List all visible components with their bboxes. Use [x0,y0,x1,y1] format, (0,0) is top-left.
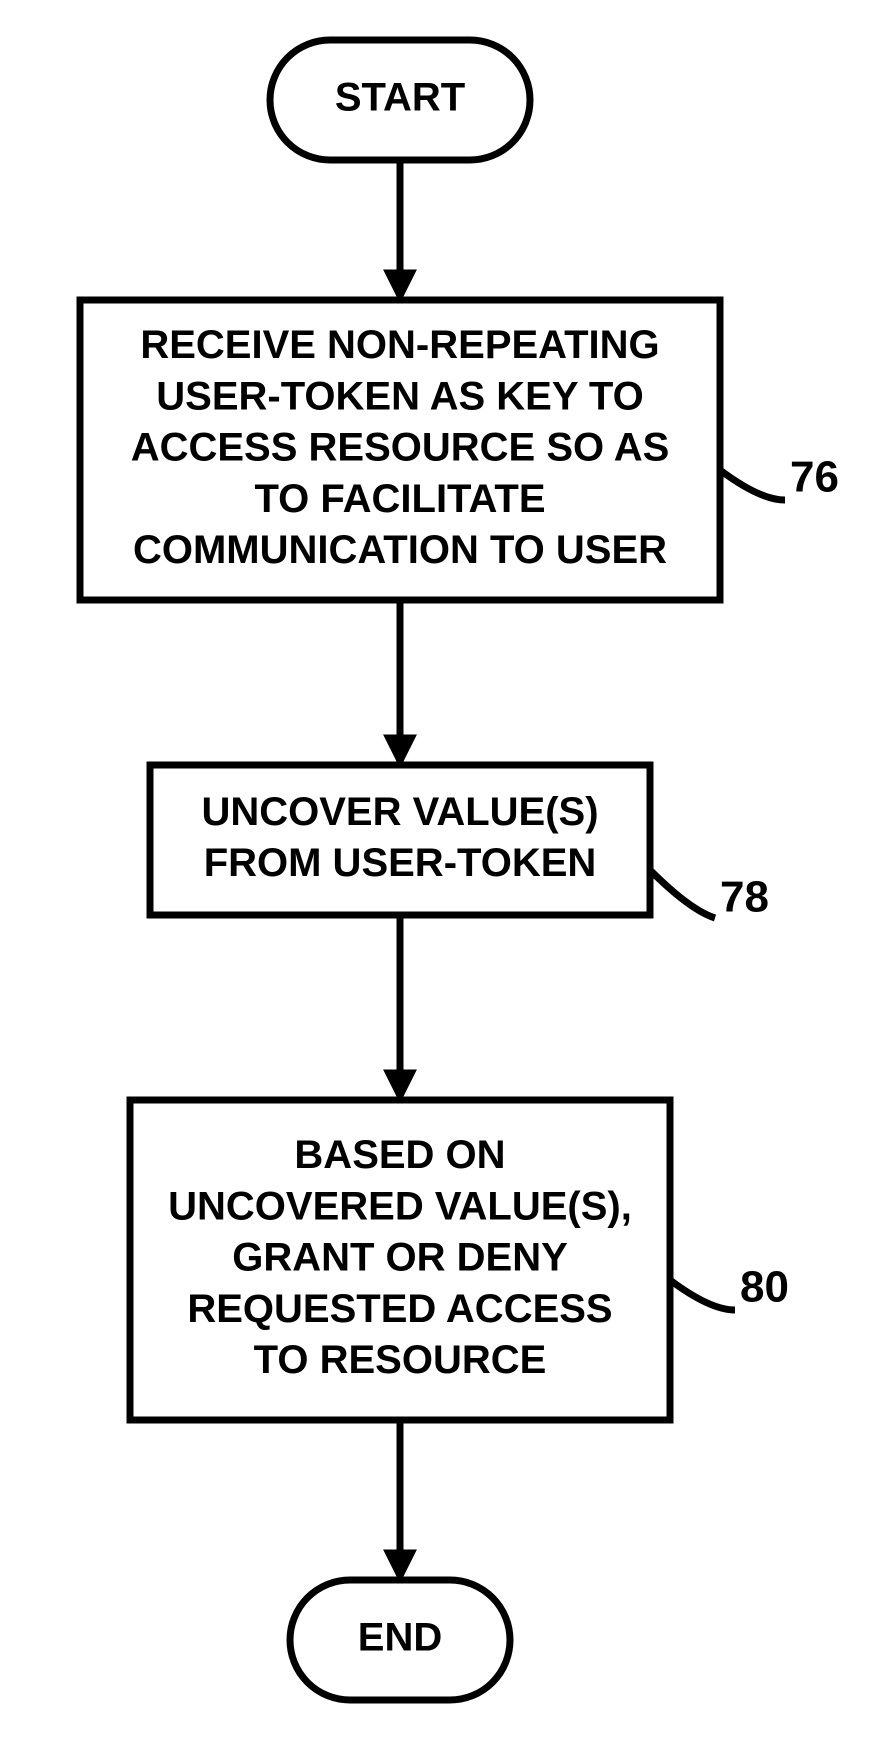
node-step80-text-line-0: BASED ON [294,1133,505,1177]
node-step80: BASED ON UNCOVERED VALUE(S), GRANT OR DENY… [130,1100,670,1420]
node-step78-text-line-1: FROM USER-TOKEN [204,841,597,885]
node-step76-text-line-4: COMMUNICATION TO USER [133,528,667,572]
node-step80-text-line-2: GRANT OR DENY [232,1236,568,1280]
callout-80 [670,1280,735,1310]
callout-78 [650,870,715,918]
node-step76-text-line-0: RECEIVE NON-REPEATING [140,323,659,367]
node-step78: UNCOVER VALUE(S) FROM USER-TOKEN [150,765,650,915]
flowchart-canvas: START RECEIVE NON-REPEATING USER-TOKEN AS … [0,0,883,1759]
node-start-text-line-0: START [335,76,465,120]
node-step76-text-line-3: TO FACILITATE [254,477,545,521]
node-step80-text-line-4: TO RESOURCE [254,1338,547,1382]
node-start: START [270,40,530,160]
node-step78-box [150,765,650,915]
callout-76 [720,470,785,500]
node-end-text-line-0: END [358,1616,442,1660]
ref-number-78: 78 [720,873,769,922]
node-step78-text-line-0: UNCOVER VALUE(S) [201,790,598,834]
node-end: END [290,1580,510,1700]
node-step76: RECEIVE NON-REPEATING USER-TOKEN AS KEY T… [80,300,720,600]
node-step80-text-line-3: REQUESTED ACCESS [187,1287,612,1331]
ref-number-80: 80 [740,1263,789,1312]
node-step76-text-line-2: ACCESS RESOURCE SO AS [131,426,670,470]
node-step80-text-line-1: UNCOVERED VALUE(S), [168,1184,632,1228]
ref-number-76: 76 [790,453,839,502]
node-step76-text-line-1: USER-TOKEN AS KEY TO [156,374,644,418]
